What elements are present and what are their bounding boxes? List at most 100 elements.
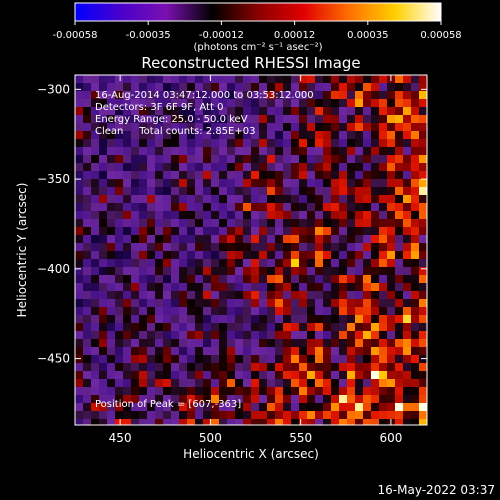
heatmap-cell — [211, 299, 220, 308]
heatmap-cell — [243, 91, 252, 100]
heatmap-cell — [171, 99, 180, 108]
heatmap-cell — [227, 339, 236, 348]
heatmap-cell — [395, 267, 404, 276]
heatmap-cell — [155, 219, 164, 228]
heatmap-cell — [171, 315, 180, 324]
heatmap-cell — [211, 187, 220, 196]
heatmap-cell — [403, 299, 412, 308]
heatmap-cell — [419, 243, 427, 252]
heatmap-cell — [171, 411, 180, 420]
heatmap-cell — [123, 243, 132, 252]
heatmap-cell — [323, 379, 332, 388]
heatmap-cell — [371, 91, 380, 100]
heatmap-cell — [195, 155, 204, 164]
heatmap-cell — [315, 195, 324, 204]
heatmap-cell — [387, 83, 396, 92]
heatmap-cell — [395, 419, 404, 425]
heatmap-cell — [179, 331, 188, 340]
heatmap-cell — [131, 187, 140, 196]
heatmap-cell — [163, 347, 172, 356]
heatmap-cell — [307, 387, 316, 396]
heatmap-cell — [83, 179, 92, 188]
heatmap-cell — [219, 411, 228, 420]
heatmap-cell — [187, 139, 196, 148]
heatmap-cell — [275, 387, 284, 396]
heatmap-cell — [123, 251, 132, 260]
heatmap-cell — [163, 419, 172, 425]
heatmap-cell — [131, 267, 140, 276]
heatmap-cell — [211, 291, 220, 300]
heatmap-cell — [91, 83, 100, 92]
heatmap-cell — [323, 371, 332, 380]
heatmap-cell — [75, 195, 84, 204]
heatmap-cell — [307, 139, 316, 148]
heatmap-cell — [155, 323, 164, 332]
heatmap-cell — [331, 195, 340, 204]
heatmap-cell — [403, 395, 412, 404]
heatmap-cell — [235, 379, 244, 388]
heatmap-cell — [243, 203, 252, 212]
heatmap-cell — [219, 315, 228, 324]
heatmap-cell — [387, 179, 396, 188]
heatmap-cell — [75, 203, 84, 212]
heatmap-cell — [387, 131, 396, 140]
heatmap-cell — [243, 315, 252, 324]
heatmap-cell — [243, 171, 252, 180]
heatmap-cell — [347, 99, 356, 108]
heatmap-cell — [299, 363, 308, 372]
heatmap-cell — [171, 347, 180, 356]
heatmap-cell — [203, 379, 212, 388]
heatmap-cell — [251, 203, 260, 212]
heatmap-cell — [339, 107, 348, 116]
heatmap-cell — [147, 155, 156, 164]
heatmap-cell — [187, 83, 196, 92]
heatmap-cell — [395, 235, 404, 244]
heatmap-cell — [243, 179, 252, 188]
heatmap-cell — [147, 371, 156, 380]
heatmap-cell — [355, 171, 364, 180]
heatmap-cell — [235, 171, 244, 180]
heatmap-cell — [91, 323, 100, 332]
heatmap-cell — [235, 131, 244, 140]
heatmap-cell — [155, 267, 164, 276]
heatmap-cell — [83, 163, 92, 172]
heatmap-cell — [355, 339, 364, 348]
heatmap-cell — [331, 123, 340, 132]
heatmap-cell — [331, 139, 340, 148]
heatmap-cell — [171, 363, 180, 372]
heatmap-cell — [107, 155, 116, 164]
heatmap-cell — [139, 163, 148, 172]
heatmap-cell — [179, 187, 188, 196]
heatmap-cell — [363, 299, 372, 308]
heatmap-cell — [323, 235, 332, 244]
heatmap-cell — [179, 75, 188, 84]
heatmap-cell — [187, 291, 196, 300]
heatmap-cell — [275, 363, 284, 372]
heatmap-cell — [331, 347, 340, 356]
heatmap-cell — [363, 99, 372, 108]
heatmap-cell — [363, 259, 372, 268]
heatmap-cell — [115, 371, 124, 380]
heatmap-cell — [379, 339, 388, 348]
heatmap-cell — [379, 187, 388, 196]
heatmap-cell — [203, 371, 212, 380]
heatmap-cell — [251, 227, 260, 236]
heatmap-cell — [139, 187, 148, 196]
heatmap-cell — [147, 267, 156, 276]
heatmap-cell — [307, 91, 316, 100]
heatmap-cell — [139, 227, 148, 236]
heatmap-cell — [419, 171, 427, 180]
heatmap-cell — [131, 307, 140, 316]
heatmap-cell — [355, 315, 364, 324]
heatmap-cell — [411, 131, 420, 140]
heatmap-cell — [75, 107, 84, 116]
heatmap-cell — [107, 411, 116, 420]
heatmap-cell — [347, 123, 356, 132]
colorbar-tick-label: 0.00012 — [274, 30, 315, 41]
y-axis-label: Heliocentric Y (arcsec) — [15, 183, 29, 318]
heatmap-cell — [243, 339, 252, 348]
heatmap-cell — [99, 331, 108, 340]
heatmap-cell — [379, 219, 388, 228]
heatmap-cell — [267, 307, 276, 316]
heatmap-cell — [363, 155, 372, 164]
